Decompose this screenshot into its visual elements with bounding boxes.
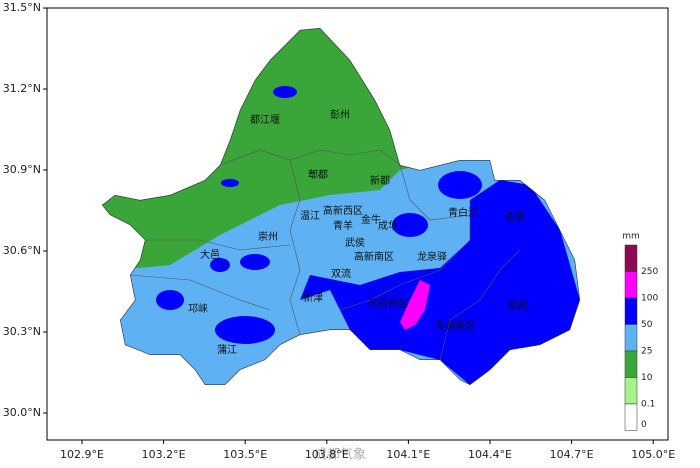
legend-level: 250	[641, 267, 658, 277]
latitude-label: 30.6°N	[3, 244, 41, 257]
legend: 250 100 50 25 10 0.1 0	[624, 244, 658, 431]
rain-100-250	[400, 280, 430, 330]
district-label: 青羊	[333, 219, 353, 232]
district-label: 成华	[378, 219, 398, 232]
rain-50-100	[156, 290, 184, 310]
district-label: 高新西区	[323, 204, 363, 217]
legend-level: 100	[641, 294, 658, 304]
legend-swatch	[624, 244, 638, 272]
longitude-label: 105.0°E	[631, 448, 675, 461]
latitude-label: 31.2°N	[3, 82, 41, 95]
rain-50-100	[215, 316, 275, 344]
rain-50-100	[300, 180, 580, 385]
rain-50-100	[438, 171, 482, 199]
district-label: 大邑	[200, 248, 220, 261]
district-label: 天府新区	[368, 297, 408, 310]
longitude-label: 104.1°E	[386, 448, 430, 461]
district-label: 双流	[331, 267, 351, 280]
latitude-label: 31.5°N	[3, 1, 41, 14]
legend-swatch	[624, 403, 638, 431]
legend-level: 0.1	[641, 400, 655, 410]
district-label: 蒲江	[217, 343, 237, 356]
axes: 31.5°N 31.2°N 30.9°N 30.6°N 30.3°N 30.0°N 102.…	[3, 1, 675, 461]
legend-swatch	[624, 297, 638, 325]
legend-swatch	[624, 377, 638, 405]
latitude-label: 30.3°N	[3, 325, 41, 338]
district-label: 温江	[300, 210, 320, 222]
legend-swatch	[624, 350, 638, 378]
district-label: 郫都	[308, 168, 328, 181]
district-label: 高新南区	[354, 250, 394, 263]
longitude-label: 102.9°E	[60, 448, 104, 461]
district-label: 简阳	[508, 299, 528, 312]
district-label: 金牛	[361, 213, 381, 226]
legend-swatch	[624, 271, 638, 299]
district-labels: 都江堰 彭州 郫都 新都 温江 高新西区 金牛 青羊 成华 青白江 金堂 崇州 …	[188, 108, 528, 356]
longitude-label: 104.7°E	[550, 448, 594, 461]
rain-50-100	[221, 179, 239, 187]
longitude-label: 104.4°E	[468, 448, 512, 461]
district-label: 青白江	[448, 206, 478, 219]
district-borders	[129, 149, 521, 361]
district-label: 新都	[370, 174, 390, 187]
district-label: 东部新区	[436, 319, 476, 332]
rain-50-100	[392, 213, 428, 237]
legend-level: 25	[641, 347, 652, 357]
district-label: 新津	[303, 291, 323, 304]
legend-level: 10	[641, 373, 653, 383]
district-label: 武侯	[345, 236, 365, 249]
district-label: 崇州	[258, 231, 278, 243]
legend-level: 0	[641, 420, 647, 430]
legend-swatch	[624, 324, 638, 352]
rain-50-100	[273, 86, 297, 98]
district-label: 彭州	[330, 108, 350, 121]
rain-50-100	[210, 258, 230, 272]
longitude-label: 103.5°E	[223, 448, 267, 461]
latitude-label: 30.9°N	[3, 163, 41, 176]
district-label: 龙泉驿	[417, 250, 447, 263]
rain-50-100	[240, 254, 270, 270]
legend-unit: mm	[622, 232, 640, 242]
legend-level: 50	[641, 320, 653, 330]
latitude-label: 30.0°N	[3, 406, 41, 419]
district-label: 都江堰	[250, 114, 280, 126]
longitude-label: 103.2°E	[142, 448, 186, 461]
longitude-label: 103.8°E	[305, 448, 349, 461]
district-label: 邛崃	[188, 303, 208, 315]
city-outline	[102, 28, 580, 385]
watermark: 成都气象	[314, 447, 366, 463]
district-label: 金堂	[505, 210, 525, 223]
